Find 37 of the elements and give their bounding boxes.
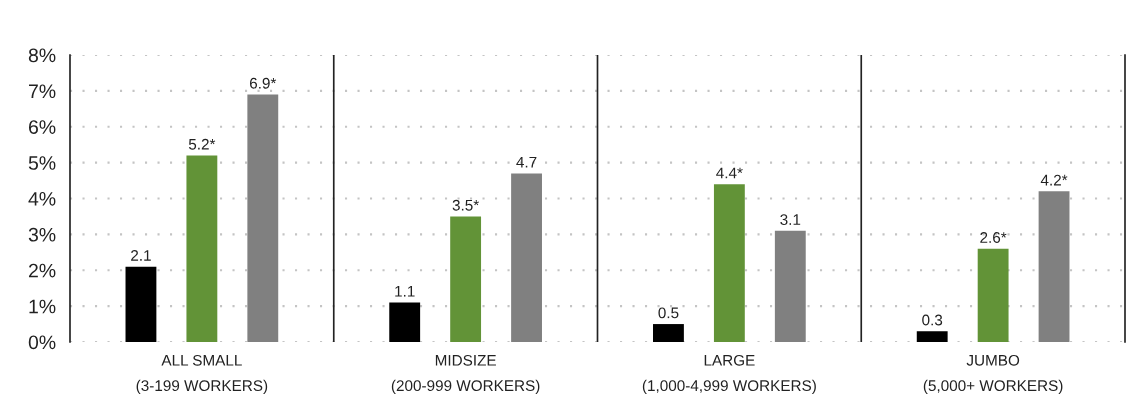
- y-tick-label: 5%: [28, 156, 56, 170]
- x-tick-label: ALL SMALL (3-199 WORKERS): [136, 354, 268, 395]
- data-label: 0.3: [922, 314, 943, 326]
- bar: [389, 302, 421, 342]
- bar: [713, 184, 745, 342]
- bar: [653, 324, 684, 342]
- data-label: 3.1: [780, 214, 801, 225]
- y-tick-label: 6%: [29, 120, 56, 134]
- data-label: 0.5: [658, 307, 679, 319]
- y-tick-label: 1%: [29, 299, 56, 314]
- bar: [1038, 191, 1070, 342]
- data-label: 4.4*: [716, 167, 743, 179]
- y-tick-label: 3%: [28, 227, 56, 242]
- x-tick-label: MIDSIZE (200-999 WORKERS): [391, 354, 540, 395]
- bar: [247, 94, 279, 342]
- y-tick-label: 2%: [28, 263, 56, 278]
- y-tick-label: 0%: [28, 335, 56, 350]
- x-tick-label: LARGE (1,000-4,999 WORKERS): [642, 354, 816, 395]
- y-tick-label: 7%: [29, 84, 56, 99]
- bar: [511, 173, 542, 342]
- data-label: 6.9*: [249, 77, 277, 89]
- bar: [125, 266, 157, 342]
- bar: [977, 248, 1009, 342]
- bar: [450, 216, 482, 342]
- data-label: 5.2*: [188, 138, 216, 150]
- bar: [774, 230, 806, 342]
- data-label: 2.1: [131, 250, 151, 261]
- data-label: 4.2*: [1040, 174, 1068, 186]
- y-tick-label: 8%: [28, 48, 56, 63]
- data-label: 2.6*: [980, 232, 1007, 243]
- data-label: 3.5*: [452, 199, 479, 211]
- y-tick-label: 4%: [28, 192, 56, 206]
- data-label: 1.1: [395, 286, 415, 297]
- data-label: 4.7: [516, 156, 537, 168]
- bar: [916, 331, 948, 342]
- bar: [186, 155, 218, 342]
- x-tick-label: JUMBO (5,000+ WORKERS): [923, 354, 1063, 395]
